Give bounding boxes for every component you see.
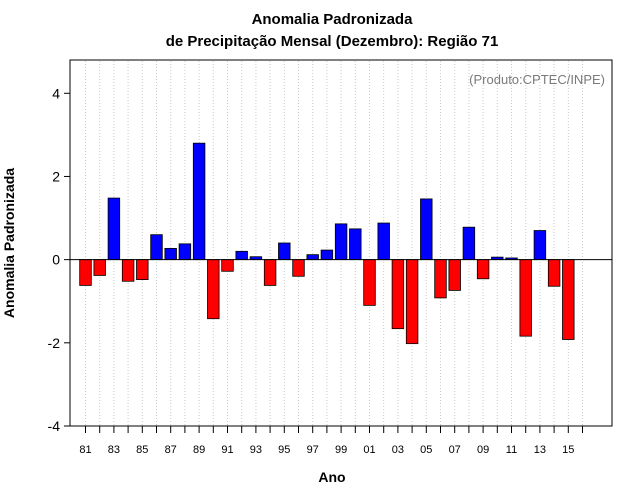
x-tick-label: 93 xyxy=(250,444,262,456)
credit-label: (Produto:CPTEC/INPE) xyxy=(469,72,605,87)
y-tick-label: 0 xyxy=(52,252,60,268)
bar-1987 xyxy=(164,248,177,261)
chart-title: Anomalia Padronizada xyxy=(252,11,414,28)
y-tick-label: -4 xyxy=(48,418,61,434)
x-tick-label: 09 xyxy=(477,444,489,456)
bar-1988 xyxy=(178,243,192,261)
x-tick-label: 01 xyxy=(363,444,375,456)
bar-2003 xyxy=(391,259,405,330)
y-tick-label: 2 xyxy=(52,168,60,184)
y-tick-label: -2 xyxy=(48,335,61,351)
bar-1996 xyxy=(292,259,305,277)
bar-1995 xyxy=(278,242,291,261)
bar-1984 xyxy=(121,259,135,282)
x-axis: 81 83 85 87 89 91 93 95 97 99 01 03 05 07 09 11 13 15 xyxy=(79,426,583,456)
bar-2015 xyxy=(562,259,575,340)
x-tick-label: 11 xyxy=(506,444,517,456)
bar-1992 xyxy=(235,250,248,261)
bar-1986 xyxy=(150,234,163,261)
bar-2000 xyxy=(349,228,362,261)
bar-1985 xyxy=(136,259,149,280)
x-tick-label: 95 xyxy=(278,444,290,456)
x-tick-label: 81 xyxy=(79,444,91,456)
x-tick-label: 85 xyxy=(136,444,148,456)
bar-2005 xyxy=(420,198,433,261)
grid-lines xyxy=(85,61,583,425)
x-tick-label: 83 xyxy=(108,444,120,456)
x-tick-label: 05 xyxy=(420,444,432,456)
bar-1999 xyxy=(334,223,348,261)
x-tick-label: 97 xyxy=(307,444,319,456)
x-tick-label: 13 xyxy=(534,444,546,456)
bar-2014 xyxy=(547,259,561,287)
bar-2004 xyxy=(405,259,419,345)
x-tick-label: 07 xyxy=(449,444,461,456)
bar-2002 xyxy=(377,222,390,261)
x-axis-label: Ano xyxy=(318,469,345,485)
y-axis: -4 -2 0 2 4 xyxy=(48,85,70,434)
bar-1997 xyxy=(306,254,319,261)
bar-1998 xyxy=(320,249,334,261)
x-tick-label: 89 xyxy=(193,444,205,456)
bar-2001 xyxy=(363,259,376,306)
bar-1991 xyxy=(221,259,234,272)
bar-2013 xyxy=(533,230,547,261)
bar-2006 xyxy=(434,259,447,299)
bar-2008 xyxy=(462,226,476,261)
y-tick-label: 4 xyxy=(52,85,60,101)
bar-2009 xyxy=(476,259,490,280)
bar-1989 xyxy=(192,142,206,261)
y-axis-label: Anomalia Padronizada xyxy=(1,168,17,318)
x-tick-label: 99 xyxy=(335,444,347,456)
bar-1981 xyxy=(79,259,92,286)
bar-2007 xyxy=(448,259,461,291)
chart-subtitle: de Precipitação Mensal (Dezembro): Regiã… xyxy=(166,33,499,50)
bar-1994 xyxy=(263,259,277,286)
bar-1982 xyxy=(93,259,106,276)
bar-2012 xyxy=(519,259,532,337)
x-tick-label: 03 xyxy=(392,444,404,456)
bar-1983 xyxy=(107,197,121,261)
x-tick-label: 15 xyxy=(562,444,574,456)
x-tick-label: 87 xyxy=(165,444,177,456)
bar-1990 xyxy=(207,259,220,320)
x-tick-label: 91 xyxy=(221,444,233,456)
